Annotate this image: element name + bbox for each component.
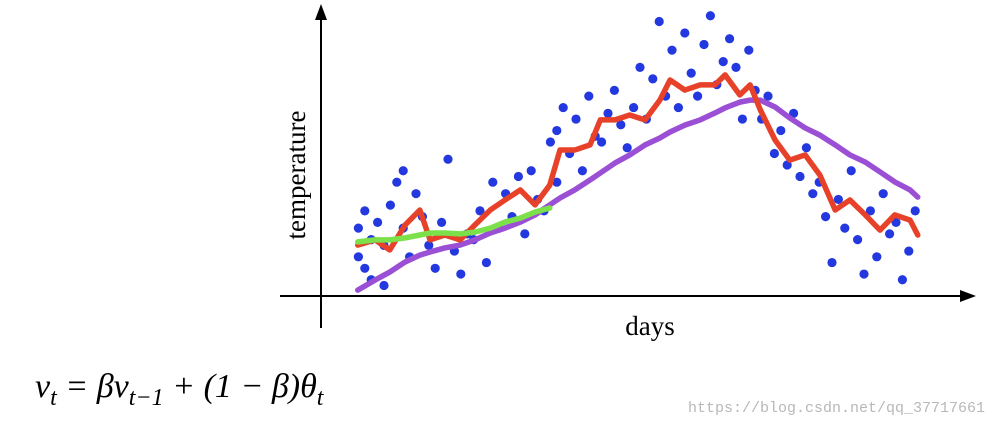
data-point (616, 120, 626, 130)
data-point (526, 166, 536, 176)
data-point (725, 34, 735, 44)
data-point (520, 229, 530, 239)
data-point (821, 212, 831, 222)
equation-part: v (35, 368, 51, 405)
equation: vt = βvt−1 + (1 − β)θt (35, 368, 325, 411)
line (355, 97, 921, 293)
data-point (846, 166, 856, 176)
data-point (443, 154, 453, 164)
data-point (744, 45, 754, 55)
data-point (731, 62, 741, 72)
data-point (353, 252, 363, 262)
data-point (680, 28, 690, 38)
data-point (552, 125, 562, 136)
data-point (872, 252, 882, 262)
data-point (424, 240, 434, 250)
watermark: https://blog.csdn.net/qq_37717661 (688, 400, 985, 417)
data-point (801, 143, 812, 153)
data-point (552, 177, 562, 187)
axes (280, 4, 976, 328)
x-axis-label: days (625, 311, 675, 341)
data-point (481, 257, 491, 268)
data-point (584, 91, 594, 101)
data-point (833, 194, 844, 205)
data-point (808, 189, 818, 199)
data-point (571, 114, 581, 124)
data-point (597, 137, 607, 147)
data-point (673, 102, 684, 113)
data-point (456, 269, 466, 279)
data-point (859, 269, 869, 279)
data-point (603, 108, 613, 118)
equation-subscript: t (50, 385, 58, 411)
data-point (904, 246, 914, 256)
equation-part: + (1 − β)θ (164, 368, 317, 405)
data-point (776, 125, 786, 136)
data-point (693, 91, 703, 101)
data-point (648, 74, 658, 84)
data-point (686, 68, 696, 78)
equation-part: v (114, 368, 130, 405)
data-point (622, 143, 632, 153)
data-point (609, 85, 620, 95)
data-point (392, 177, 402, 187)
data-point (853, 235, 863, 245)
data-point (353, 223, 363, 233)
data-point (437, 217, 447, 227)
data-point (475, 206, 485, 216)
data-point (667, 45, 677, 55)
data-point (385, 200, 395, 210)
data-point (654, 16, 664, 27)
data-point (737, 114, 748, 124)
data-point (789, 108, 799, 118)
data-point (379, 280, 389, 291)
data-point (398, 166, 408, 176)
data-point (558, 102, 568, 113)
data-point (827, 257, 837, 268)
data-point (763, 91, 773, 101)
data-point (360, 206, 370, 216)
y-axis-label: temperature (281, 111, 311, 240)
data-point (865, 206, 876, 216)
data-point (635, 62, 645, 72)
data-point (705, 11, 716, 21)
data-point (910, 206, 920, 216)
data-point (891, 217, 901, 227)
data-point (897, 275, 908, 285)
data-point (795, 171, 805, 182)
data-point (699, 39, 709, 50)
y-arrow (315, 4, 327, 20)
data-point (577, 166, 588, 176)
data-point (488, 177, 498, 187)
x-arrow (960, 290, 976, 302)
data-point (430, 263, 440, 273)
equation-part: = β (57, 368, 114, 405)
line (355, 72, 921, 253)
data-point (878, 189, 888, 199)
data-point (885, 229, 895, 239)
data-point (411, 189, 421, 199)
data-point (513, 171, 524, 182)
data-point (769, 148, 780, 159)
equation-subscript: t−1 (129, 385, 164, 411)
equation-subscript: t (317, 385, 325, 411)
data-point (840, 223, 850, 233)
data-point (545, 137, 556, 147)
data-point (629, 102, 639, 113)
data-point (718, 57, 728, 67)
data-point (360, 263, 370, 273)
line (355, 205, 553, 245)
data-point (373, 217, 383, 227)
